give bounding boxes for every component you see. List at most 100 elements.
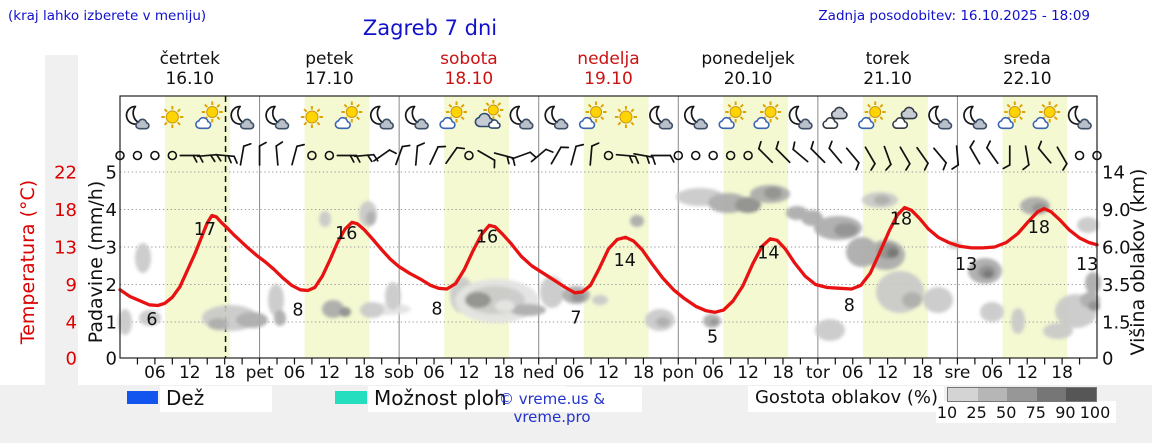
svg-text:18: 18 (912, 363, 934, 383)
day-header: četrtek 16.10 (120, 49, 260, 89)
svg-text:06: 06 (702, 363, 724, 383)
svg-text:06: 06 (284, 363, 306, 383)
svg-text:17: 17 (194, 220, 216, 240)
day-name: nedelja (577, 49, 640, 69)
svg-text:8: 8 (292, 300, 303, 320)
svg-text:0: 0 (1102, 349, 1113, 370)
day-header: ponedeljek 20.10 (678, 49, 818, 89)
cloud-density-label-bg (748, 386, 944, 412)
cloud-density-ticks-bg (936, 401, 1116, 423)
density-tick: 75 (1025, 403, 1046, 422)
day-header: sobota 18.10 (399, 49, 539, 89)
cloud-density-colorbar (947, 387, 1097, 402)
svg-text:18: 18 (633, 363, 655, 383)
svg-text:8: 8 (431, 300, 442, 320)
rain-legend-swatch (127, 391, 158, 404)
svg-text:13: 13 (955, 255, 977, 275)
svg-text:4: 4 (106, 200, 117, 221)
svg-text:18: 18 (353, 363, 375, 383)
svg-text:1: 1 (106, 313, 117, 334)
day-date: 16.10 (165, 69, 215, 89)
svg-text:tor: tor (806, 363, 830, 383)
svg-text:12: 12 (737, 363, 759, 383)
svg-text:16: 16 (335, 224, 357, 244)
svg-text:16: 16 (476, 228, 498, 248)
svg-text:18: 18 (214, 363, 236, 383)
svg-text:pet: pet (246, 363, 274, 383)
svg-text:5: 5 (707, 327, 718, 347)
svg-text:3: 3 (106, 238, 117, 259)
svg-text:14: 14 (1102, 163, 1125, 184)
svg-text:2: 2 (106, 275, 117, 296)
day-name: četrtek (159, 49, 220, 69)
svg-text:06: 06 (144, 363, 166, 383)
svg-text:sre: sre (944, 363, 970, 383)
svg-text:06: 06 (842, 363, 864, 383)
day-name: torek (865, 49, 910, 69)
svg-text:12: 12 (598, 363, 620, 383)
svg-text:14: 14 (757, 244, 779, 264)
svg-text:ned: ned (523, 363, 555, 383)
svg-text:12: 12 (179, 363, 201, 383)
copyright-link[interactable]: © vreme.us & vreme.pro (498, 390, 606, 426)
cloud-density-label: Gostota oblakov (%) (754, 387, 938, 408)
temperature-axis-title: Temperatura (°C) (17, 179, 39, 345)
day-name: sreda (1003, 49, 1051, 69)
rain-legend-label: Dež (166, 386, 205, 410)
copyright-bg (462, 387, 642, 412)
svg-text:6: 6 (146, 310, 157, 330)
density-segment (948, 388, 978, 401)
svg-text:sob: sob (384, 363, 414, 383)
svg-text:12: 12 (458, 363, 480, 383)
day-date: 21.10 (863, 69, 912, 89)
day-headers-row: četrtek 16.10 petek 17.10 sobota 18.10 nedelja… (0, 49, 1152, 94)
legend-rain-bg (160, 386, 272, 412)
density-tick: 10 (936, 403, 958, 422)
page-title: Zagreb 7 dni (362, 16, 498, 40)
density-tick: 90 (1055, 403, 1076, 422)
density-segment (1036, 388, 1067, 401)
svg-text:12: 12 (319, 363, 341, 383)
svg-text:18: 18 (772, 363, 794, 383)
day-date: 18.10 (444, 69, 494, 89)
day-name: sobota (440, 49, 498, 69)
svg-text:8: 8 (844, 296, 855, 316)
svg-text:06: 06 (423, 363, 445, 383)
sky-icons (125, 100, 1092, 130)
cloud-height-axis-title: Višina oblakov (km) (1127, 168, 1149, 356)
day-header: petek 17.10 (260, 49, 400, 89)
day-name: ponedeljek (701, 49, 795, 69)
svg-text:5: 5 (106, 163, 117, 184)
svg-text:14: 14 (614, 251, 636, 271)
day-date: 17.10 (305, 69, 354, 89)
svg-text:0: 0 (106, 349, 117, 370)
density-tick: 50 (996, 403, 1017, 422)
svg-text:12: 12 (877, 363, 899, 383)
menu-hint-text: (kraj lahko izberete v meniju) (8, 8, 207, 24)
svg-text:06: 06 (563, 363, 585, 383)
density-segment (977, 388, 1008, 401)
day-date: 20.10 (723, 69, 773, 89)
svg-text:18: 18 (1028, 218, 1050, 238)
svg-text:7: 7 (570, 309, 581, 329)
day-header: torek 21.10 (818, 49, 958, 89)
svg-text:18: 18 (1051, 363, 1073, 383)
precipitation-axis-title: Padavine (mm/h) (85, 180, 107, 344)
svg-text:18: 18 (890, 210, 912, 230)
showers-legend-label: Možnost ploh (374, 386, 507, 410)
showers-legend-swatch (335, 391, 367, 404)
svg-text:18: 18 (493, 363, 515, 383)
svg-text:06: 06 (982, 363, 1004, 383)
wind-barbs (115, 140, 1102, 171)
svg-text:pon: pon (662, 363, 694, 383)
day-date: 22.10 (1002, 69, 1052, 89)
last-update-text: Zadnja posodobitev: 16.10.2025 - 18:09 (818, 8, 1090, 24)
svg-text:13: 13 (1076, 255, 1098, 275)
density-tick: 25 (966, 403, 987, 422)
density-segment (1007, 388, 1037, 401)
background-strip-left (45, 55, 78, 443)
day-date: 19.10 (584, 69, 633, 89)
density-segment (1066, 388, 1096, 401)
svg-text:12: 12 (1016, 363, 1038, 383)
